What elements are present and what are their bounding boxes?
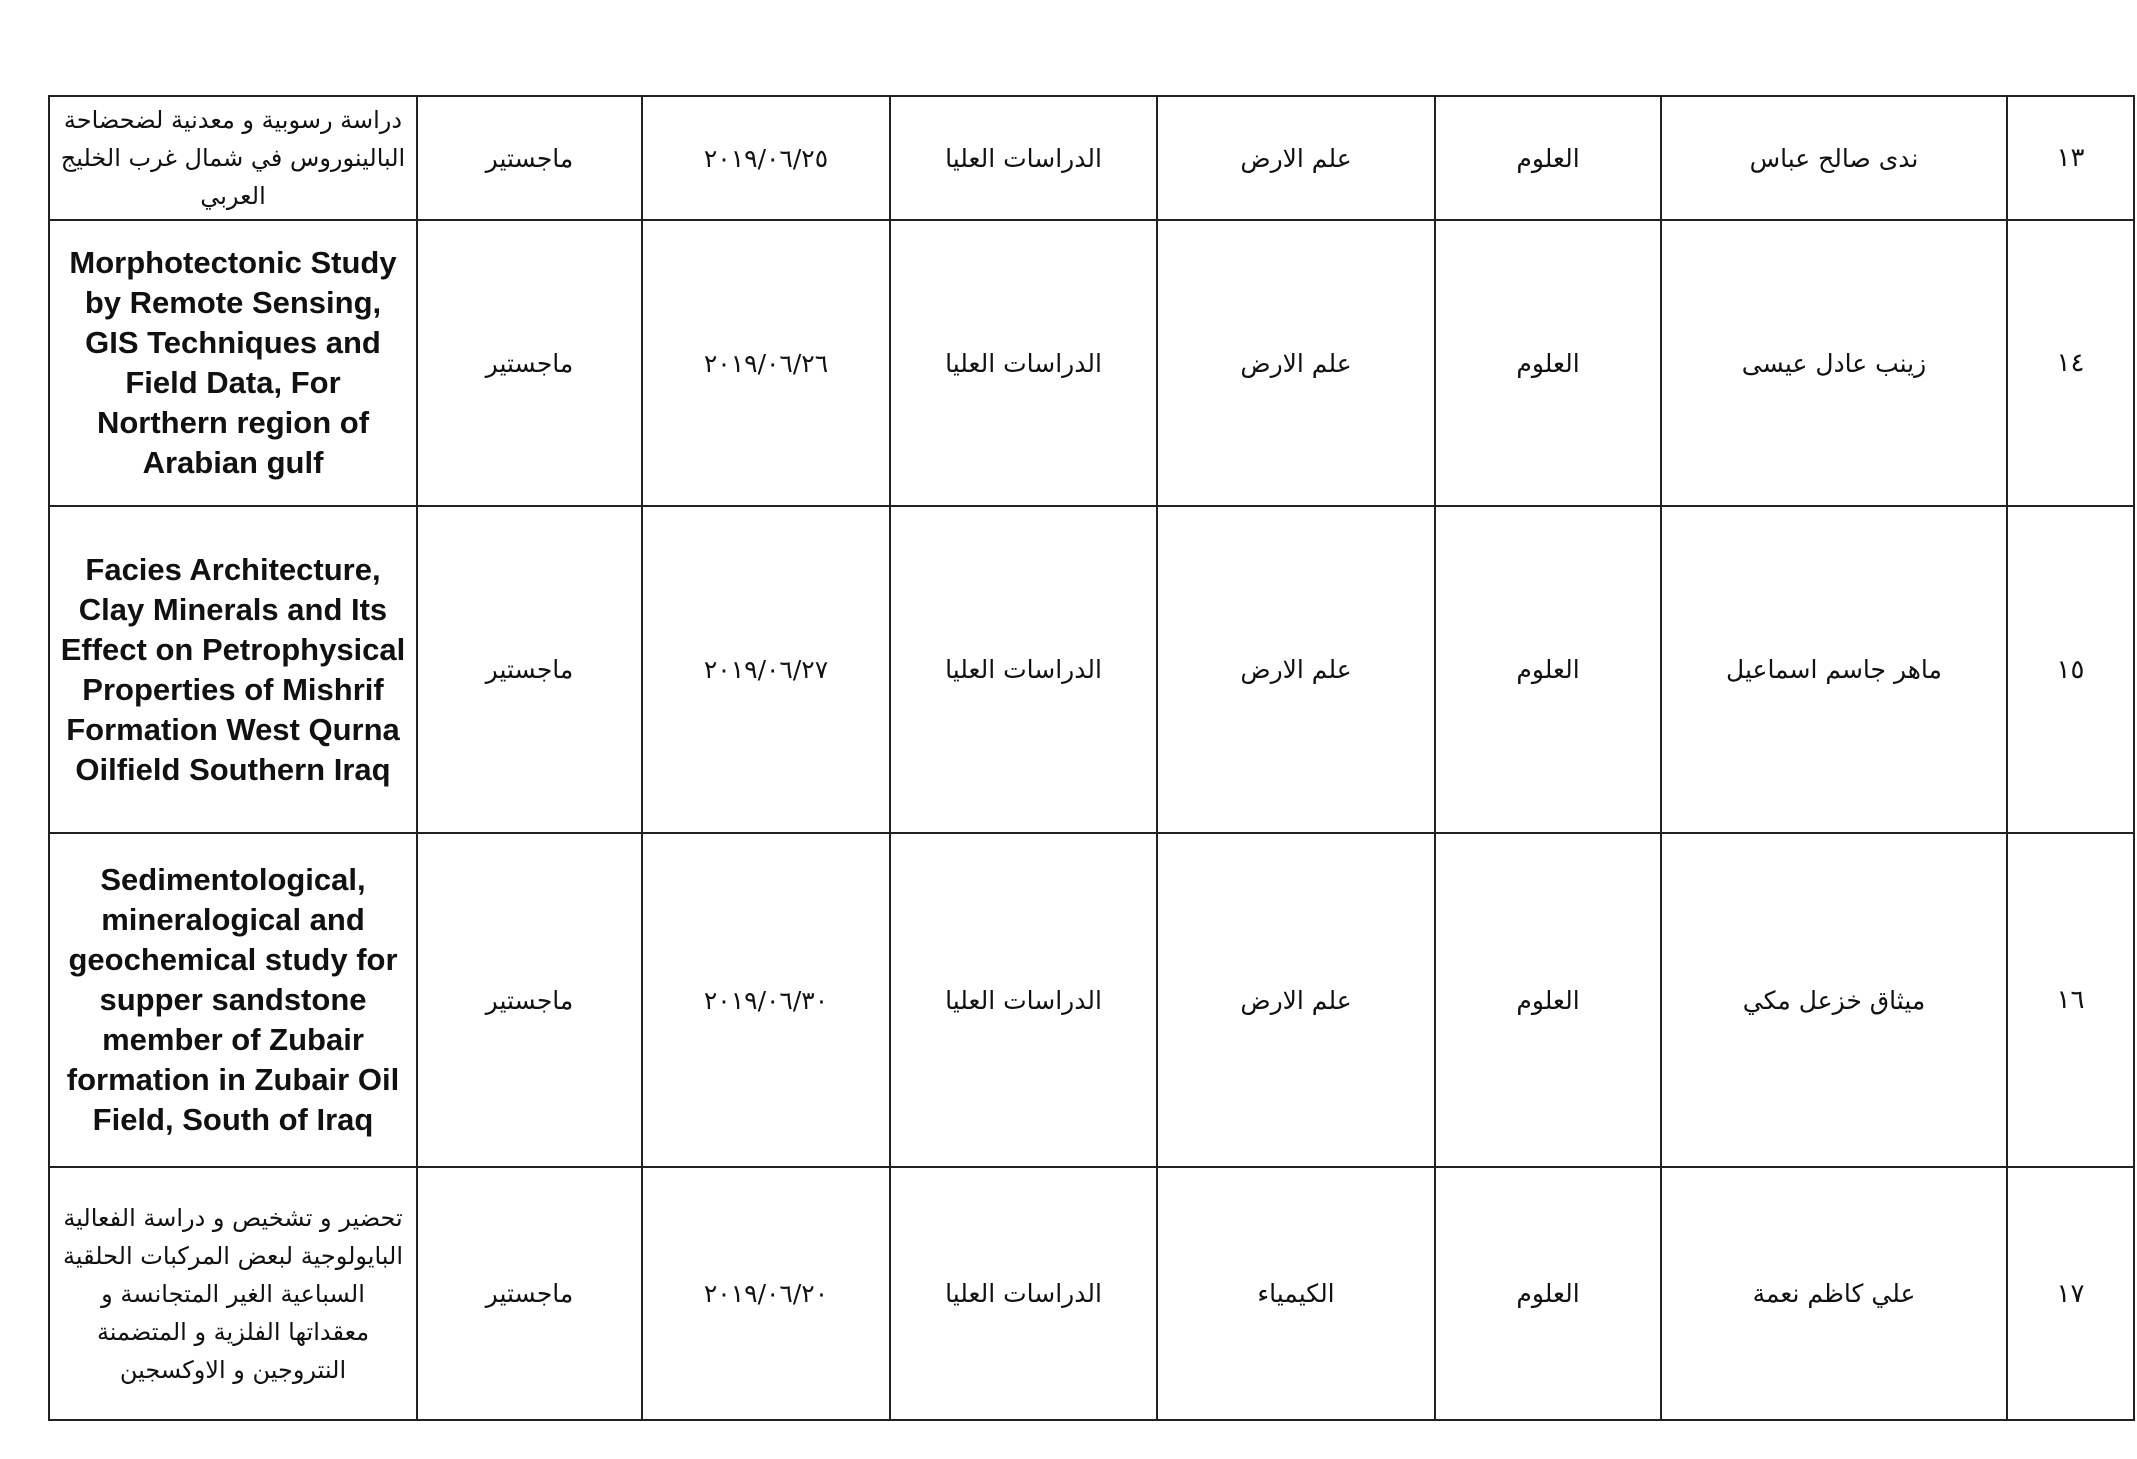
- cell-college: العلوم: [1434, 95, 1662, 221]
- theses-table: ١٣ ندى صالح عباس العلوم علم الارض الدراسات ا…: [48, 95, 2135, 1421]
- cell-name: ندى صالح عباس: [1660, 95, 2008, 221]
- cell-degree: ماجستير: [416, 1166, 643, 1421]
- cell-college: العلوم: [1434, 219, 1662, 507]
- cell-degree: ماجستير: [416, 832, 643, 1168]
- cell-date: ٢٠١٩/٠٦/٢٠: [641, 1166, 891, 1421]
- cell-title: دراسة رسوبية و معدنية لضحضاحة البالينورو…: [48, 95, 418, 221]
- cell-department: علم الارض: [1156, 219, 1436, 507]
- cell-studies: الدراسات العليا: [889, 1166, 1158, 1421]
- cell-no: ١٣: [2006, 95, 2135, 221]
- cell-no: ١٤: [2006, 219, 2135, 507]
- cell-date: ٢٠١٩/٠٦/٣٠: [641, 832, 891, 1168]
- cell-name: ميثاق خزعل مكي: [1660, 832, 2008, 1168]
- cell-name: زينب عادل عيسى: [1660, 219, 2008, 507]
- cell-date: ٢٠١٩/٠٦/٢٦: [641, 219, 891, 507]
- cell-studies: الدراسات العليا: [889, 219, 1158, 507]
- table-row: ١٥ ماهر جاسم اسماعيل العلوم علم الارض الدراس…: [48, 505, 2135, 834]
- cell-studies: الدراسات العليا: [889, 832, 1158, 1168]
- table-row: ١٣ ندى صالح عباس العلوم علم الارض الدراسات ا…: [48, 95, 2135, 221]
- cell-degree: ماجستير: [416, 95, 643, 221]
- cell-college: العلوم: [1434, 505, 1662, 834]
- table-row: ١٦ ميثاق خزعل مكي العلوم علم الارض الدراسات …: [48, 832, 2135, 1168]
- cell-date: ٢٠١٩/٠٦/٢٥: [641, 95, 891, 221]
- cell-department: علم الارض: [1156, 832, 1436, 1168]
- cell-date: ٢٠١٩/٠٦/٢٧: [641, 505, 891, 834]
- cell-no: ١٧: [2006, 1166, 2135, 1421]
- cell-title: Facies Architecture, Clay Minerals and I…: [48, 505, 418, 834]
- cell-title: Sedimentological, mineralogical and geoc…: [48, 832, 418, 1168]
- cell-studies: الدراسات العليا: [889, 505, 1158, 834]
- cell-no: ١٦: [2006, 832, 2135, 1168]
- cell-department: الكيمياء: [1156, 1166, 1436, 1421]
- cell-college: العلوم: [1434, 1166, 1662, 1421]
- cell-department: علم الارض: [1156, 505, 1436, 834]
- cell-department: علم الارض: [1156, 95, 1436, 221]
- cell-name: ماهر جاسم اسماعيل: [1660, 505, 2008, 834]
- cell-title: Morphotectonic Study by Remote Sensing, …: [48, 219, 418, 507]
- cell-no: ١٥: [2006, 505, 2135, 834]
- table-row: ١٧ علي كاظم نعمة العلوم الكيمياء الدراسات ال…: [48, 1166, 2135, 1421]
- cell-degree: ماجستير: [416, 505, 643, 834]
- cell-college: العلوم: [1434, 832, 1662, 1168]
- cell-name: علي كاظم نعمة: [1660, 1166, 2008, 1421]
- cell-title: تحضير و تشخيص و دراسة الفعالية البايولوج…: [48, 1166, 418, 1421]
- cell-degree: ماجستير: [416, 219, 643, 507]
- cell-studies: الدراسات العليا: [889, 95, 1158, 221]
- table-row: ١٤ زينب عادل عيسى العلوم علم الارض الدراسات …: [48, 219, 2135, 507]
